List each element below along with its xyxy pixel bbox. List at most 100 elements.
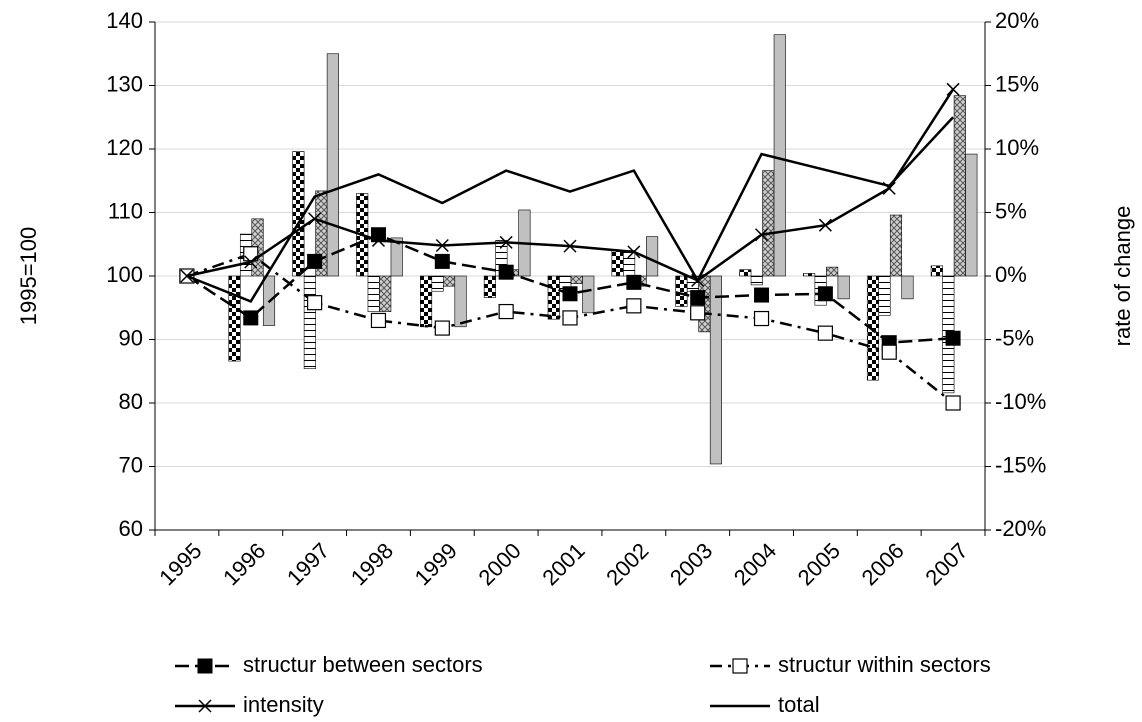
series-marker (434, 253, 450, 269)
rate-bar (901, 275, 914, 300)
x-tick-label: 1996 (218, 538, 270, 590)
series-marker (755, 228, 769, 242)
x-tick-label: 2001 (537, 538, 589, 590)
series-marker (626, 274, 642, 290)
series-marker (946, 82, 960, 96)
series-marker (881, 344, 897, 360)
rate-bar (570, 275, 583, 284)
y2-tick-label: 0% (995, 262, 1027, 287)
series-marker (817, 286, 833, 302)
y2-tick-label: -5% (995, 325, 1034, 350)
series-marker (817, 325, 833, 341)
rate-bar (803, 273, 816, 277)
rate-bar (292, 151, 305, 277)
legend-marker (198, 699, 212, 713)
y-tick-label: 90 (119, 325, 143, 350)
rate-bar (582, 275, 595, 314)
y2-tick-label: -10% (995, 389, 1046, 414)
rate-bar (930, 265, 943, 277)
rate-bar (547, 275, 560, 320)
y2-tick-label: -20% (995, 516, 1046, 541)
rate-bar (390, 237, 403, 277)
x-tick-label: 2007 (920, 538, 972, 590)
series-marker (498, 303, 514, 320)
series-marker (562, 286, 578, 302)
y-tick-label: 80 (119, 389, 143, 414)
legend-marker (197, 658, 213, 674)
rate-bar (739, 269, 752, 277)
rate-bar (889, 214, 903, 277)
rate-bar (483, 275, 496, 298)
series-marker (690, 305, 706, 321)
rate-bar (750, 275, 763, 286)
series-marker (753, 310, 770, 327)
series-marker (499, 235, 513, 249)
y2-tick-label: 10% (995, 135, 1039, 160)
y-tick-label: 60 (119, 516, 143, 541)
series-marker (370, 312, 387, 329)
series-marker (945, 395, 961, 411)
y2-tick-label: 20% (995, 8, 1039, 33)
y-tick-label: 70 (119, 452, 143, 477)
x-tick-label: 1999 (410, 538, 462, 590)
y2-tick-label: 5% (995, 198, 1027, 223)
rate-bar (420, 275, 433, 328)
rate-bar (443, 275, 456, 287)
y-tick-label: 140 (106, 8, 143, 33)
series-marker (307, 253, 323, 269)
legend-label: structur between sectors (243, 652, 483, 677)
series-marker (371, 233, 385, 247)
series-marker (180, 269, 194, 283)
x-tick-label: 1997 (282, 538, 334, 590)
rate-bar (611, 250, 624, 277)
rate-bar (431, 275, 444, 292)
rate-bar (379, 275, 392, 312)
legend-marker (732, 658, 748, 674)
series-marker (244, 255, 258, 269)
rate-bar (953, 95, 966, 277)
series-marker (626, 298, 642, 314)
y2-axis-label: rate of change (1110, 206, 1135, 347)
x-tick-label: 2000 (474, 538, 526, 590)
series-marker (690, 290, 706, 306)
y-axis-label: 1995=100 (16, 227, 41, 326)
series-marker (243, 310, 259, 326)
rate-bar (826, 266, 839, 277)
y-tick-label: 130 (106, 71, 143, 96)
rate-bar (303, 275, 316, 370)
rate-bar (623, 250, 636, 277)
y-tick-label: 110 (108, 198, 143, 223)
legend-label: total (778, 692, 820, 717)
rate-bar (965, 153, 978, 277)
rate-bar (326, 53, 339, 277)
y-tick-label: 100 (106, 262, 143, 287)
rate-bar (454, 275, 467, 328)
x-tick-label: 2002 (601, 538, 653, 590)
y2-tick-label: -15% (995, 452, 1046, 477)
series-line (186, 116, 954, 303)
x-tick-label: 2005 (793, 538, 845, 590)
series-marker (562, 310, 578, 326)
series-marker (563, 239, 577, 253)
series-marker (307, 295, 323, 311)
x-tick-label: 1998 (346, 538, 398, 590)
x-tick-label: 2004 (729, 538, 781, 590)
rate-bar (228, 275, 241, 362)
series-marker (498, 264, 514, 280)
y2-tick-label: 15% (995, 71, 1039, 96)
y-tick-label: 120 (106, 135, 143, 160)
rate-bar (675, 275, 688, 307)
legend-label: intensity (243, 692, 324, 717)
legend-label: structur within sectors (778, 652, 991, 677)
series-marker (434, 320, 450, 336)
series-marker (818, 218, 832, 232)
x-tick-label: 2006 (857, 538, 909, 590)
rate-bar (646, 236, 659, 277)
series-marker (308, 212, 322, 226)
rate-bar (878, 275, 891, 316)
rate-bar (762, 170, 775, 277)
rate-bar (837, 275, 850, 300)
x-tick-label: 1995 (154, 538, 206, 590)
